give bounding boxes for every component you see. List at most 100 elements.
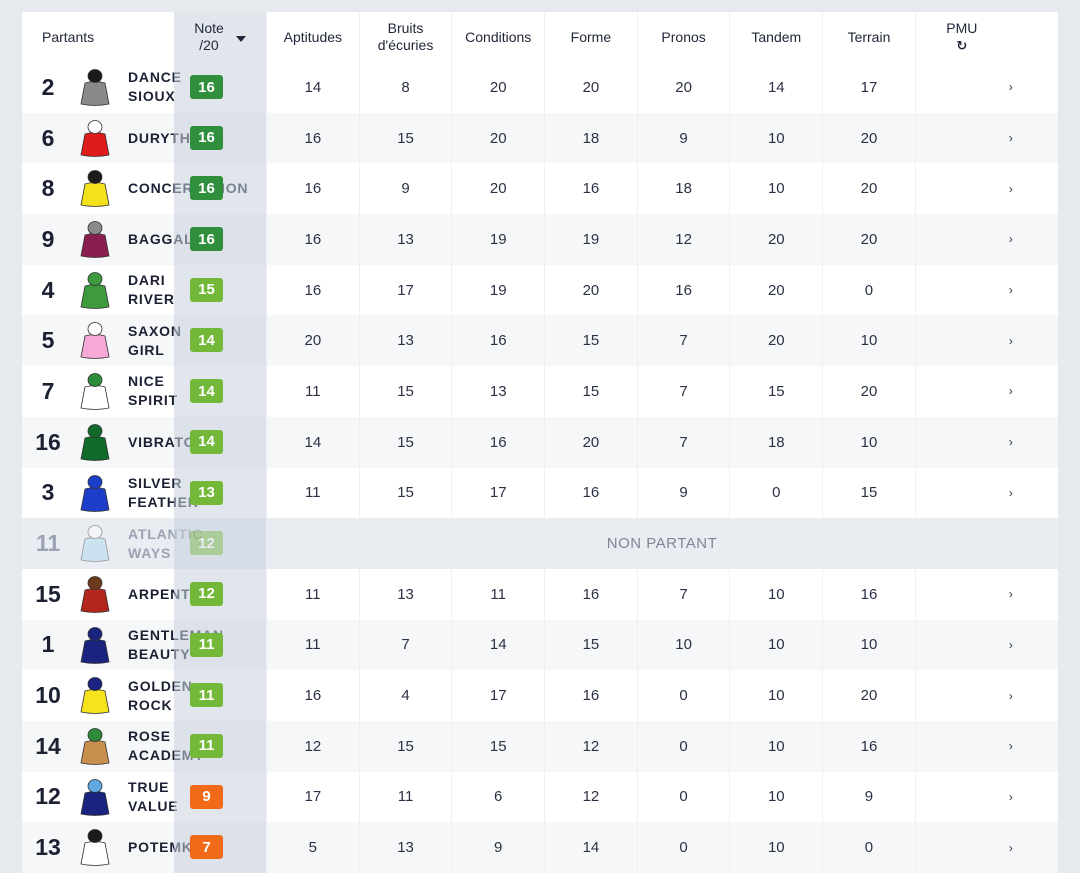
tandem-value: 14 (729, 62, 822, 113)
chevron-right-icon[interactable]: › (914, 416, 1035, 468)
pronos-value: 9 (636, 467, 730, 519)
bruits-value: 15 (358, 366, 452, 417)
chevron-right-icon[interactable]: › (914, 822, 1035, 873)
partant-cell: 11 ATLANTIC WAYS (22, 518, 203, 569)
header-aptitudes[interactable]: Aptitudes (266, 12, 359, 62)
header-tandem[interactable]: Tandem (729, 12, 822, 62)
horse-name[interactable]: DARI RIVER (128, 271, 175, 309)
forme-value: 20 (544, 62, 637, 113)
tandem-value: 15 (729, 366, 822, 417)
header-partants[interactable]: Partants (42, 28, 95, 45)
bruits-value: 15 (358, 416, 452, 468)
horse-name[interactable]: SAXON GIRL (128, 322, 182, 360)
terrain-value: 16 (822, 720, 915, 772)
jockey-silk-icon (80, 525, 110, 563)
chevron-right-icon[interactable]: › (914, 315, 1035, 367)
terrain-value: 16 (822, 568, 915, 620)
horse-name[interactable]: DANCE SIOUX (128, 68, 182, 106)
forme-value: 19 (544, 214, 637, 265)
horse-number: 11 (35, 530, 61, 557)
pronos-value: 0 (636, 771, 730, 823)
table-row[interactable]: 8CONCERTATION161692016181020› (22, 163, 1058, 215)
jockey-silk-icon (80, 829, 110, 867)
table-row[interactable]: 3 SILVER FEATHER 13 11 15 17 16 9 0 15 › (22, 467, 1058, 519)
conditions-value: 17 (451, 670, 544, 721)
table-row[interactable]: 5 SAXON GIRL 14 20 13 16 15 7 20 10 › (22, 315, 1058, 367)
horse-name-line1: SAXON (128, 322, 182, 339)
chevron-right-icon[interactable]: › (914, 670, 1035, 721)
jockey-silk-icon (80, 677, 110, 715)
forme-value: 20 (544, 264, 637, 316)
table-row[interactable]: 15ARPENTEUR121113111671016› (22, 568, 1058, 620)
jockey-silk-icon (80, 728, 110, 765)
terrain-value: 15 (822, 467, 915, 519)
header-pmu-label: PMU (946, 20, 978, 36)
note-cell: 16 (174, 163, 266, 215)
table-row[interactable]: 1GENTLEMANBEAUTY111171415101010› (22, 619, 1058, 671)
table-row[interactable]: 7 NICE SPIRIT 14 11 15 13 15 7 15 20 › (22, 366, 1058, 417)
terrain-value: 20 (822, 163, 915, 215)
table-row[interactable]: 6 DURYTHM 16 16 15 20 18 9 10 20 › (22, 112, 1058, 164)
table-row[interactable]: 14 ROSE ACADEMY 11 12 15 15 12 0 10 16 › (22, 720, 1058, 772)
aptitudes-value: 16 (266, 163, 359, 215)
header-bruits-line2: d'écuries (377, 37, 434, 53)
table-row[interactable]: 9 BAGGALA 16 16 13 19 19 12 20 20 › (22, 214, 1058, 265)
header-terrain[interactable]: Terrain (822, 12, 915, 62)
tandem-value: 18 (729, 416, 822, 468)
horse-number: 16 (35, 428, 61, 455)
header-conditions[interactable]: Conditions (451, 12, 544, 62)
aptitudes-value: 12 (266, 720, 359, 772)
chevron-right-icon[interactable]: › (914, 163, 1035, 215)
sort-down-icon[interactable] (235, 36, 246, 42)
horse-name[interactable]: TRUE VALUE (128, 778, 178, 816)
note-badge: 16 (190, 176, 223, 201)
pronos-value: 7 (636, 568, 730, 620)
forme-value: 20 (544, 416, 637, 468)
chevron-right-icon[interactable]: › (914, 214, 1035, 265)
table-row[interactable]: 16 VIBRATO 14 14 15 16 20 7 18 10 › (22, 416, 1058, 468)
table-row[interactable]: 10 GOLDEN ROCK 11 16 4 17 16 0 10 20 › (22, 670, 1058, 721)
jockey-silk-icon (80, 626, 110, 664)
forme-value: 15 (544, 315, 637, 367)
table-row[interactable]: 4 DARI RIVER 15 16 17 19 20 16 20 0 › (22, 264, 1058, 316)
bruits-value: 7 (358, 619, 452, 671)
note-cell: 11 (174, 619, 266, 671)
bruits-value: 15 (358, 720, 452, 772)
conditions-value: 17 (451, 467, 544, 519)
chevron-right-icon[interactable]: › (914, 62, 1035, 113)
table-row[interactable]: 2 DANCE SIOUX 16 14 8 20 20 20 14 17 › (22, 62, 1058, 113)
table-row-non-partant[interactable]: 11 ATLANTIC WAYS 12 NON PARTANT (22, 518, 1058, 569)
header-note[interactable]: Note /20 (174, 12, 266, 62)
note-cell: 16 (174, 112, 266, 164)
horse-name-line2: SPIRIT (128, 392, 178, 409)
aptitudes-value: 16 (266, 670, 359, 721)
pronos-value: 18 (636, 163, 730, 215)
table-row[interactable]: 13 POTEMKIN 7 5 13 9 14 0 10 0 › (22, 822, 1058, 873)
horse-name[interactable]: NICE SPIRIT (128, 372, 178, 410)
conditions-value: 13 (451, 366, 544, 417)
partant-cell: 13 POTEMKIN (22, 822, 207, 873)
header-bruits[interactable]: Bruits d'écuries (358, 12, 452, 62)
header-forme[interactable]: Forme (544, 12, 637, 62)
chevron-right-icon[interactable]: › (914, 264, 1035, 316)
forme-value: 16 (544, 670, 637, 721)
partant-cell: 12 TRUE VALUE (22, 772, 178, 823)
header-pmu[interactable]: PMU ↻ (914, 12, 1035, 62)
chevron-right-icon[interactable]: › (914, 568, 1035, 620)
partant-cell: 14 ROSE ACADEMY (22, 721, 204, 772)
chevron-right-icon[interactable]: › (914, 366, 1035, 417)
horse-number: 5 (41, 327, 55, 354)
partant-cell: 5 SAXON GIRL (22, 315, 181, 366)
note-cell: 9 (174, 771, 266, 823)
horse-number: 12 (35, 783, 61, 810)
chevron-right-icon[interactable]: › (914, 112, 1035, 164)
chevron-right-icon[interactable]: › (914, 467, 1035, 519)
refresh-icon[interactable]: ↻ (956, 38, 968, 53)
forme-value: 15 (544, 366, 637, 417)
chevron-right-icon[interactable]: › (914, 771, 1035, 823)
horse-name-line1: ROSE (128, 728, 171, 745)
table-row[interactable]: 12 TRUE VALUE 9 17 11 6 12 0 10 9 › (22, 771, 1058, 823)
header-pronos[interactable]: Pronos (636, 12, 730, 62)
chevron-right-icon[interactable]: › (914, 619, 1035, 671)
chevron-right-icon[interactable]: › (914, 720, 1035, 772)
